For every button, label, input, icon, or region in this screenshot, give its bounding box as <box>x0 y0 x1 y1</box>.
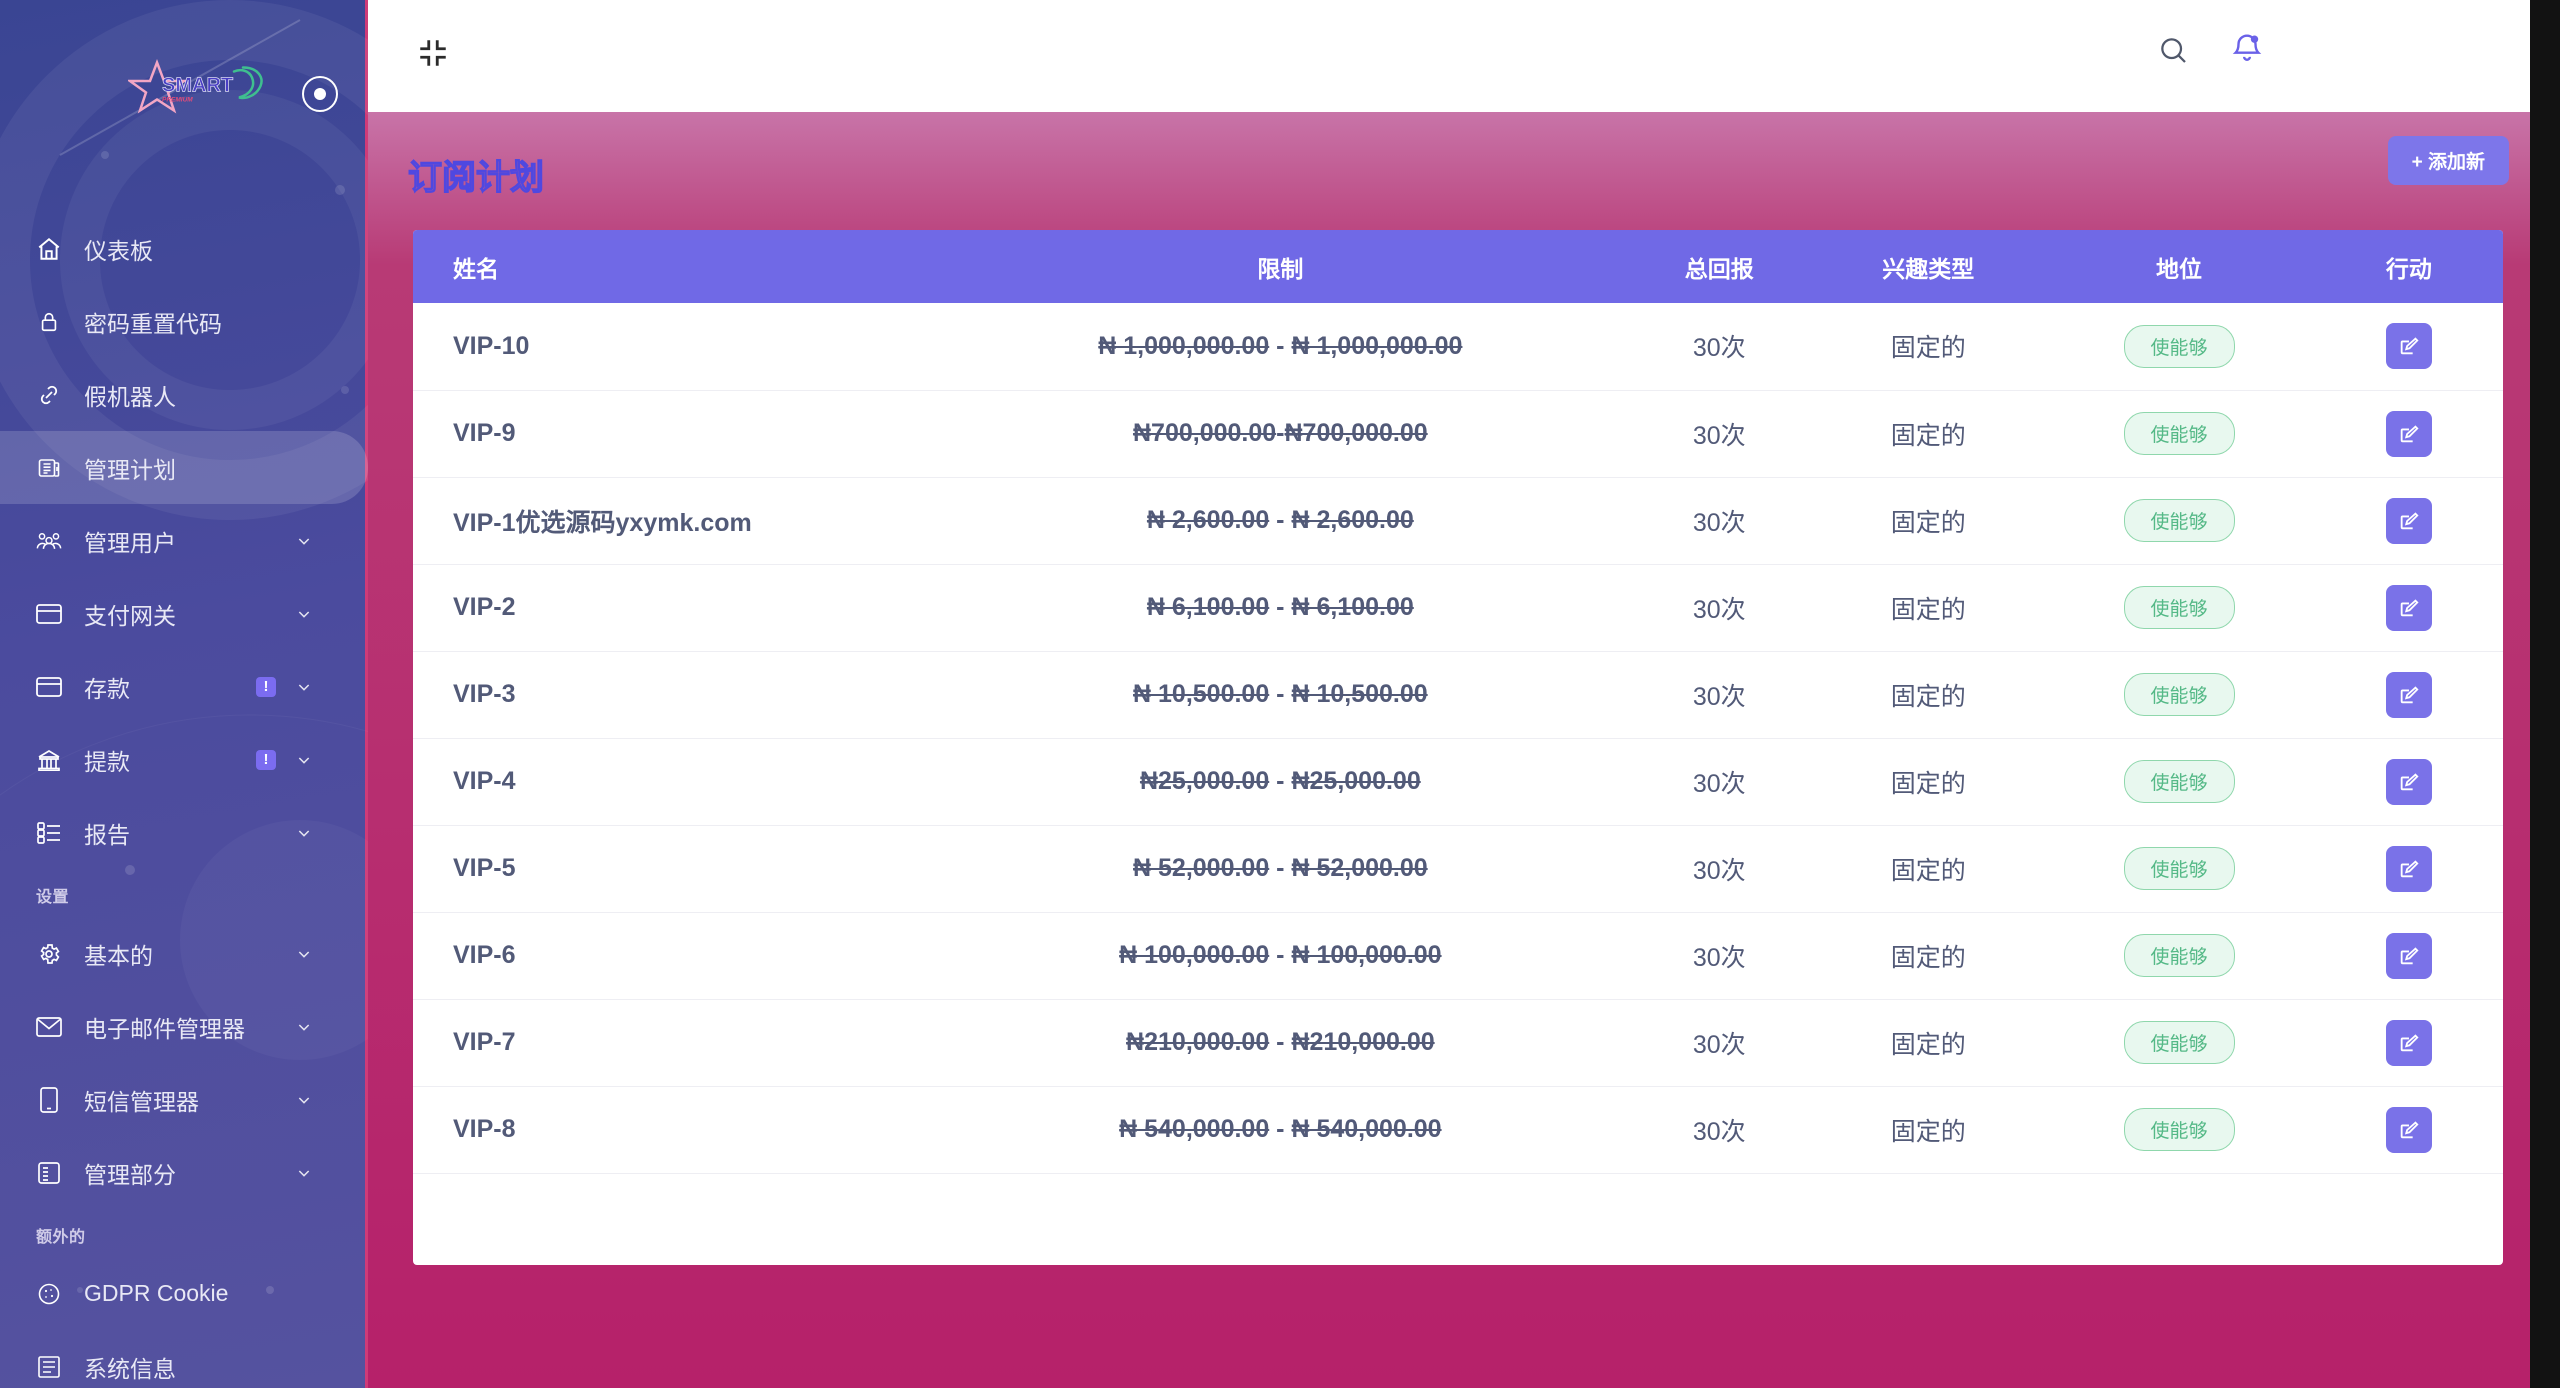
svg-text:SMART: SMART <box>162 75 233 97</box>
svg-text:PREMIUM: PREMIUM <box>162 97 193 104</box>
